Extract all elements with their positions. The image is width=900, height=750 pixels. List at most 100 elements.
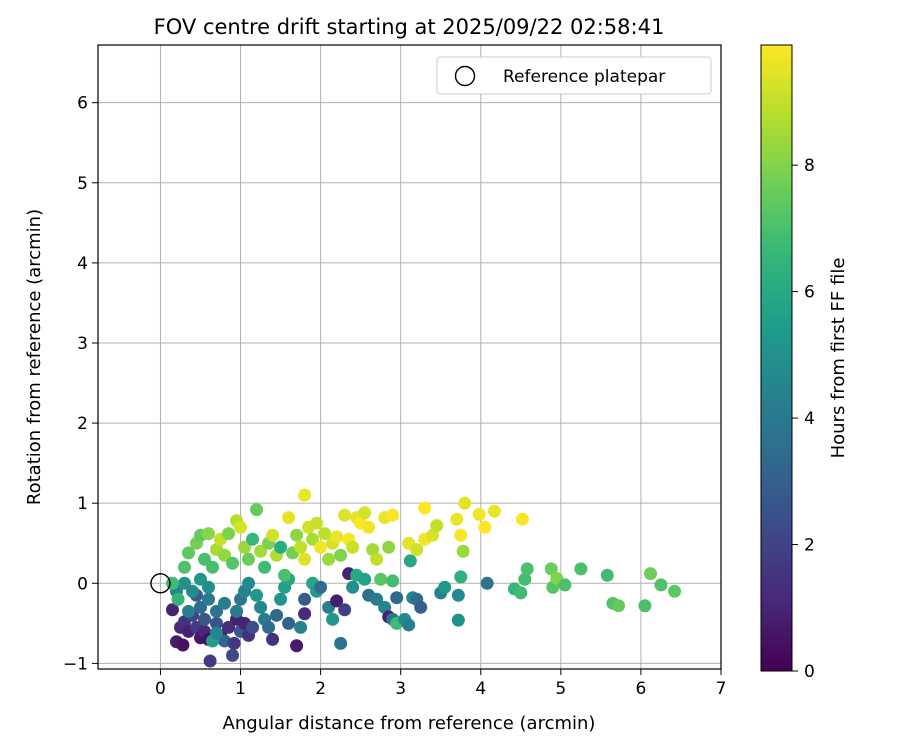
data-point <box>362 520 376 534</box>
data-point <box>390 591 404 605</box>
data-point <box>222 620 236 634</box>
data-point <box>210 626 224 640</box>
data-point <box>246 532 260 546</box>
data-point <box>210 616 224 630</box>
data-point <box>330 594 344 608</box>
data-point <box>338 508 352 522</box>
data-point <box>202 527 216 541</box>
data-point <box>234 520 248 534</box>
data-point <box>254 600 268 614</box>
data-point <box>418 501 432 515</box>
y-tick-label: 5 <box>77 174 88 194</box>
colorbar-tick-label: 6 <box>804 283 815 303</box>
data-point <box>358 506 372 520</box>
data-point <box>210 604 224 618</box>
data-point <box>230 604 244 618</box>
x-tick-label: 7 <box>716 679 727 699</box>
data-point <box>438 580 452 594</box>
axes-frame <box>97 44 722 670</box>
data-point <box>181 604 195 618</box>
legend-reference-icon <box>454 65 476 87</box>
data-point <box>600 568 614 582</box>
data-point <box>558 578 572 592</box>
colorbar-tick-label: 0 <box>804 662 815 682</box>
data-point <box>382 540 396 554</box>
chart-title: FOV centre drift starting at 2025/09/22 … <box>154 15 665 39</box>
data-point <box>544 562 558 576</box>
data-point <box>298 488 312 502</box>
data-point <box>472 507 486 521</box>
data-point <box>414 600 428 614</box>
x-axis-ticks: 0 1 2 3 4 5 6 7 <box>155 669 726 699</box>
y-tick-label: −1 <box>63 654 88 674</box>
data-point <box>374 572 388 586</box>
data-point <box>203 654 217 668</box>
plot-area <box>97 44 722 670</box>
data-point <box>226 556 240 570</box>
data-point <box>258 560 272 574</box>
data-point <box>266 632 280 646</box>
data-point <box>198 552 212 566</box>
data-point <box>298 607 312 621</box>
data-point <box>478 520 492 534</box>
data-point <box>322 552 336 566</box>
y-tick-label: 3 <box>77 334 88 354</box>
data-point <box>242 576 256 590</box>
data-point <box>282 616 296 630</box>
data-point <box>450 512 464 526</box>
data-point <box>298 552 312 566</box>
data-point <box>278 568 292 582</box>
colorbar: 0 2 4 6 8 Hours from first FF file <box>760 44 849 682</box>
data-point <box>454 528 468 542</box>
data-point <box>487 504 501 518</box>
data-point <box>458 496 472 510</box>
data-point <box>638 599 652 613</box>
data-point <box>456 544 470 558</box>
legend: Reference platepar <box>436 56 712 95</box>
data-point <box>222 527 236 541</box>
data-point <box>410 543 424 557</box>
data-point <box>668 584 682 598</box>
data-point <box>274 540 288 554</box>
data-point <box>454 570 468 584</box>
data-point <box>218 548 232 562</box>
data-point <box>202 592 216 606</box>
data-point <box>238 540 252 554</box>
data-point <box>310 516 324 530</box>
data-point <box>314 540 328 554</box>
x-tick-label: 1 <box>235 679 246 699</box>
data-point <box>171 592 185 606</box>
data-point <box>227 636 241 650</box>
x-tick-label: 2 <box>315 679 326 699</box>
data-point <box>334 636 348 650</box>
data-point <box>270 608 284 622</box>
reference-platepar-marker <box>150 573 171 594</box>
data-point <box>294 620 308 634</box>
legend-box <box>436 56 712 95</box>
data-point <box>181 546 195 560</box>
data-point <box>330 530 344 544</box>
data-point <box>294 540 308 554</box>
data-point <box>346 540 360 554</box>
data-point <box>290 639 304 653</box>
y-tick-label: 0 <box>77 574 88 594</box>
data-point <box>262 620 276 634</box>
y-tick-label: 4 <box>77 254 88 274</box>
colorbar-ticks: 0 2 4 6 8 <box>792 156 815 682</box>
data-point <box>165 603 179 617</box>
data-point <box>177 560 191 574</box>
data-point <box>402 618 416 632</box>
data-point <box>403 554 417 568</box>
data-point <box>177 576 191 590</box>
data-point <box>314 580 328 594</box>
data-point <box>266 528 280 542</box>
data-point <box>218 596 232 610</box>
data-point <box>346 580 360 594</box>
data-point <box>274 592 288 606</box>
data-point <box>226 648 240 662</box>
data-point <box>282 511 296 525</box>
x-axis-label: Angular distance from reference (arcmin) <box>223 713 596 734</box>
scatter-points <box>165 488 682 668</box>
data-point <box>654 578 668 592</box>
data-point <box>520 562 534 576</box>
